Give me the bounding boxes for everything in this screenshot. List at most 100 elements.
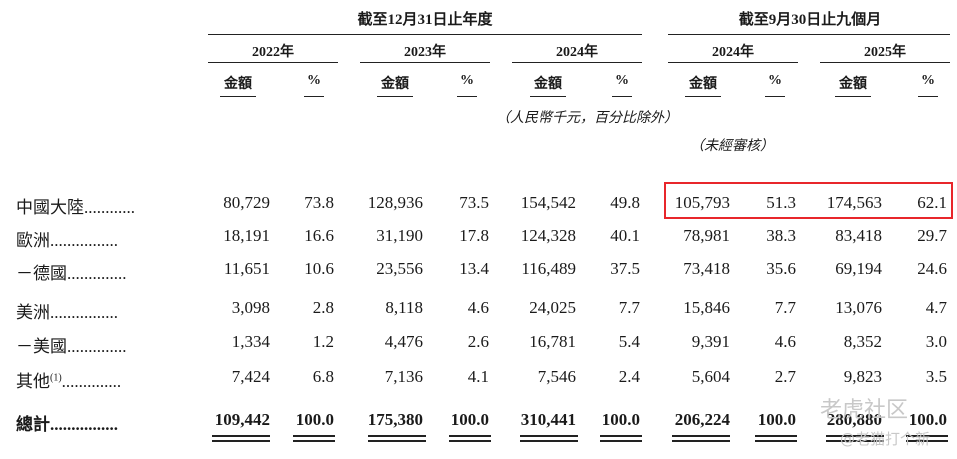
cell-2024-9m-pct: 4.6	[774, 332, 796, 351]
watermark-line1: 老虎社区	[820, 398, 909, 423]
underline-amount-2022	[220, 96, 256, 97]
cell-2024-fy-pct: 5.4	[618, 332, 640, 351]
underline-amount-2025-9m	[835, 96, 871, 97]
row-label-total: 總計................	[16, 410, 118, 435]
cell-2024-9m-amount: 9,391	[691, 332, 730, 351]
col-amount-2024-9m: 金額	[689, 77, 717, 92]
cell-2022-pct: 16.6	[304, 226, 334, 245]
label-text: －德國	[16, 264, 67, 283]
underline-pct-2024-fy	[612, 96, 632, 97]
cell-2025-9m-amount: 69,194	[835, 259, 882, 278]
cell-2022-amount: 11,651	[223, 259, 270, 278]
cell-2025-9m-pct: 3.0	[925, 332, 947, 351]
leader-dots: ................	[50, 415, 118, 434]
cell-2022-amount: 18,191	[223, 226, 270, 245]
cell-2023-pct: 4.6	[467, 298, 489, 317]
cell-2022-pct: 1.2	[312, 332, 334, 351]
double-rule-2022-pct	[293, 435, 335, 442]
underline-pct-2022	[304, 96, 324, 97]
underline-pct-2024-9m	[765, 96, 785, 97]
highlight-box-mainland-china-9m	[664, 182, 953, 219]
row-label-usa: －美國..............	[16, 332, 127, 357]
leader-dots: ................	[50, 231, 118, 250]
cell-2023-pct: 2.6	[467, 332, 489, 351]
label-text: 中國大陸	[16, 198, 84, 217]
row-label-europe: 歐洲................	[16, 226, 118, 251]
total-cell-2024-9m-pct: 100.0	[757, 410, 796, 429]
header-fiscal-years: 截至12月31日止年度	[357, 12, 493, 28]
cell-2024-fy-amount: 124,328	[520, 226, 576, 245]
col-pct-2022: %	[307, 73, 321, 88]
cell-2024-fy-amount: 16,781	[529, 332, 576, 351]
cell-2024-9m-amount: 15,846	[683, 298, 730, 317]
cell-2025-9m-amount: 174,563	[826, 193, 882, 212]
double-rule-2024-9m-amount	[672, 435, 730, 442]
unaudited-note: （未經審核）	[690, 139, 774, 154]
cell-2025-9m-amount: 13,076	[835, 298, 882, 317]
unit-note: （人民幣千元，百分比除外）	[496, 111, 678, 126]
watermark: 老虎社区	[820, 392, 908, 424]
cell-2023-pct: 13.4	[459, 259, 489, 278]
leader-dots: ............	[84, 198, 135, 217]
cell-2023-amount: 128,936	[367, 193, 423, 212]
rule-nine-months	[668, 34, 950, 35]
cell-2024-9m-pct: 7.7	[774, 298, 796, 317]
cell-2025-9m-pct: 24.6	[917, 259, 947, 278]
col-amount-2024-fy: 金額	[534, 77, 562, 92]
row-label-americas: 美洲................	[16, 298, 118, 323]
total-cell-2025-9m-amount: 280,880	[826, 410, 882, 429]
year-2025-9m: 2025年	[864, 45, 906, 60]
cell-2022-amount: 1,334	[231, 332, 270, 351]
cell-2024-fy-pct: 40.1	[610, 226, 640, 245]
cell-2024-fy-amount: 24,025	[529, 298, 576, 317]
total-cell-2023-pct: 100.0	[450, 410, 489, 429]
cell-2024-fy-pct: 49.8	[610, 193, 640, 212]
rule-year-2024-9m	[668, 62, 798, 63]
cell-2024-fy-amount: 154,542	[520, 193, 576, 212]
underline-pct-2025-9m	[918, 96, 938, 97]
double-rule-2022-amount	[212, 435, 270, 442]
cell-2024-9m-amount: 78,981	[683, 226, 730, 245]
total-cell-2022-amount: 109,442	[214, 410, 270, 429]
col-pct-2023: %	[460, 73, 474, 88]
cell-2024-9m-amount: 5,604	[691, 367, 730, 386]
double-rule-2023-pct	[449, 435, 491, 442]
row-label-germany: －德國..............	[16, 259, 127, 284]
col-pct-2024-9m: %	[768, 73, 782, 88]
leader-dots: ................	[50, 303, 118, 322]
label-text: －美國	[16, 337, 67, 356]
cell-2023-amount: 31,190	[376, 226, 423, 245]
cell-2022-pct: 73.8	[304, 193, 334, 212]
cell-2023-pct: 73.5	[459, 193, 489, 212]
cell-2022-amount: 3,098	[231, 298, 270, 317]
col-amount-2022: 金額	[224, 77, 252, 92]
cell-2023-amount: 7,136	[384, 367, 423, 386]
year-2022: 2022年	[252, 45, 294, 60]
cell-2023-pct: 4.1	[467, 367, 489, 386]
year-2023: 2023年	[404, 45, 446, 60]
cell-2025-9m-pct: 29.7	[917, 226, 947, 245]
cell-2022-pct: 6.8	[312, 367, 334, 386]
total-cell-2024-fy-amount: 310,441	[520, 410, 576, 429]
label-text: 美洲	[16, 303, 50, 322]
cell-2024-9m-pct: 38.3	[766, 226, 796, 245]
cell-2024-9m-pct: 35.6	[766, 259, 796, 278]
cell-2024-fy-pct: 2.4	[618, 367, 640, 386]
label-text: 其他	[16, 372, 50, 391]
cell-2025-9m-pct: 4.7	[925, 298, 947, 317]
cell-2024-fy-pct: 7.7	[618, 298, 640, 317]
cell-2025-9m-pct: 62.1	[917, 193, 947, 212]
header-nine-months: 截至9月30日止九個月	[738, 12, 882, 28]
double-rule-2024-fy-pct	[600, 435, 642, 442]
cell-2023-amount: 4,476	[384, 332, 423, 351]
cell-2024-fy-amount: 116,489	[521, 259, 576, 278]
cell-2023-amount: 8,118	[385, 298, 423, 317]
double-rule-2023-amount	[368, 435, 426, 442]
col-amount-2025-9m: 金額	[839, 77, 867, 92]
cell-2025-9m-amount: 83,418	[835, 226, 882, 245]
cell-2022-amount: 80,729	[223, 193, 270, 212]
col-pct-2025-9m: %	[921, 73, 935, 88]
rule-year-2022	[208, 62, 338, 63]
rule-year-2023	[360, 62, 490, 63]
underline-amount-2024-fy	[530, 96, 566, 97]
